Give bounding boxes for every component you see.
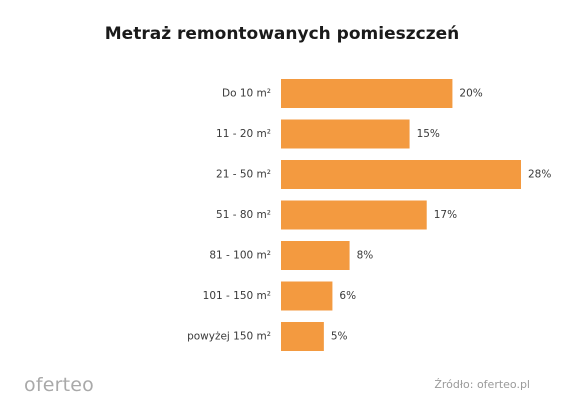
source-note: Źródło: oferteo.pl [434,378,530,391]
category-label: 51 - 80 m² [216,209,271,221]
bar [281,322,324,351]
value-label: 28% [528,169,551,181]
bar [281,200,427,230]
bars [281,79,521,351]
category-label: Do 10 m² [222,88,271,100]
value-label: 6% [339,290,356,302]
chart-title: Metraż remontowanych pomieszczeń [104,24,460,44]
bar [281,241,350,270]
oferteo-logo: oferteo [24,374,94,396]
value-label: 20% [459,88,482,100]
category-label: 81 - 100 m² [209,250,271,262]
category-label: 101 - 150 m² [203,290,271,302]
bar [281,160,521,189]
value-label: 5% [331,331,348,343]
category-labels: Do 10 m² 11 - 20 m² 21 - 50 m² 51 - 80 m² 81… [187,88,271,343]
value-label: 15% [417,128,440,140]
value-label: 8% [357,250,374,262]
value-label: 17% [434,209,457,221]
category-label: powyżej 150 m² [187,331,271,343]
bar [281,281,333,311]
category-label: 21 - 50 m² [216,169,271,181]
category-label: 11 - 20 m² [216,128,271,140]
value-labels: 20% 15% 28% 17% 8% 6% 5% [331,88,552,343]
bar [281,79,453,108]
bar [281,119,410,149]
